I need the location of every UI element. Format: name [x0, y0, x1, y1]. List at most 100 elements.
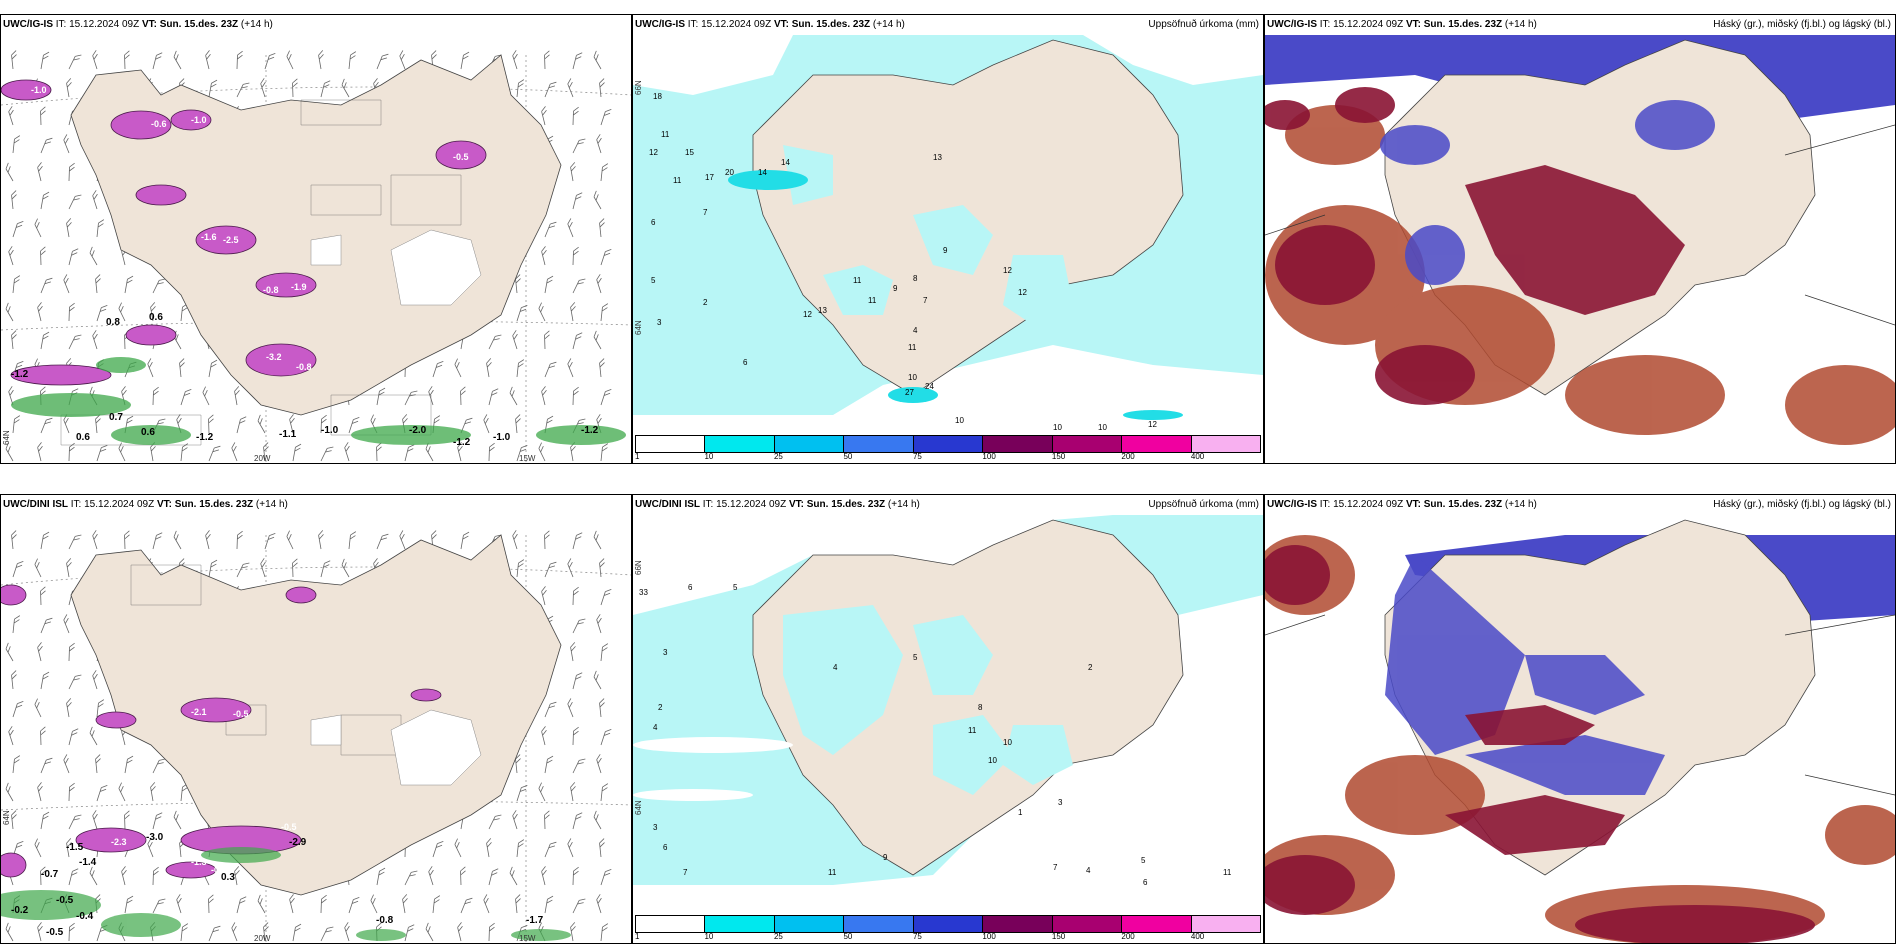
wind-barb-icon [231, 442, 238, 462]
precip-value: 10 [988, 756, 997, 765]
wind-barb-icon [89, 726, 98, 746]
value-label: -1.0 [493, 432, 511, 443]
wind-barb-icon [208, 559, 218, 578]
wind-barb-icon [596, 754, 602, 774]
wind-barb-icon [544, 221, 557, 238]
precip-value: 13 [933, 153, 942, 162]
wind-barb-icon [68, 814, 82, 830]
legend-cell [1052, 916, 1123, 932]
wind-barb-icon [572, 758, 586, 774]
wind-barb-icon [544, 50, 550, 70]
wind-barb-icon [260, 78, 266, 98]
panel-title: Háský (gr.), miðský (fj.bl.) og lágský (… [1713, 499, 1891, 510]
wind-barb-icon [66, 78, 72, 98]
wind-barb-icon [512, 330, 518, 350]
wind-barb-icon [572, 278, 586, 294]
legend-label: 100 [982, 932, 996, 941]
wind-barb-icon [5, 162, 14, 182]
wind-barb-icon [208, 359, 218, 378]
wind-barb-icon [320, 414, 327, 434]
vt-label: VT: [1405, 499, 1421, 510]
wind-barb-icon [572, 586, 579, 606]
wind-barb-icon [599, 698, 605, 718]
map-panel-clouds-igis: UWC/IG-IS IT: 15.12.2024 09Z VT: Sun. 15… [1264, 14, 1896, 464]
wind-barb-icon [40, 137, 53, 154]
wind-barb-icon [152, 278, 166, 294]
wind-barb-icon [593, 670, 602, 690]
wind-barb-icon [599, 218, 605, 238]
wind-barb-icon [92, 810, 98, 830]
wind-barb-icon [89, 866, 98, 886]
legend-cell [983, 916, 1053, 932]
it-value: 15.12.2024 09Z [716, 499, 787, 510]
wind-barb-icon [404, 390, 418, 406]
value-label: -2.5 [223, 235, 239, 245]
wind-barb-icon [92, 530, 98, 550]
lat-label: 64N [634, 800, 643, 815]
precip-value: 12 [1003, 266, 1012, 275]
legend-cell [636, 916, 706, 932]
wind-barb-icon [66, 838, 72, 858]
legend-label: 50 [843, 452, 853, 461]
wind-barb-icon [544, 755, 554, 774]
wind-barb-icon [376, 533, 389, 550]
wind-barb-icon [34, 838, 42, 858]
wind-barb-icon [176, 894, 182, 914]
wind-barb-icon [118, 442, 126, 462]
wind-barb-icon [257, 894, 266, 914]
precip-value: 14 [758, 168, 767, 177]
wind-barb-icon [231, 922, 238, 942]
wind-barb-icon [541, 586, 547, 606]
wind-barb-icon [37, 782, 43, 802]
wind-barb-icon [152, 386, 159, 406]
legend-cell [1122, 436, 1192, 452]
precip-value: 5 [651, 276, 656, 285]
wind-barb-icon [425, 922, 434, 942]
it-label: IT: [1319, 499, 1331, 510]
wind-barb-icon [124, 755, 134, 774]
precip-value: 17 [705, 173, 714, 182]
wind-barb-icon [40, 531, 50, 550]
precip-value: 4 [653, 723, 658, 732]
wind-barb-icon [544, 561, 557, 578]
wind-barb-icon [460, 897, 473, 914]
value-label: -0.8 [376, 915, 394, 926]
legend-label: 10 [704, 452, 714, 461]
wind-barb-icon [40, 726, 46, 746]
wind-barb-icon [593, 530, 602, 550]
precip-value: 2 [703, 298, 708, 307]
wind-barb-icon [538, 302, 546, 322]
lat-label: 64N [2, 430, 11, 445]
wind-barb-icon [341, 558, 350, 578]
lat-label: 64N [2, 810, 11, 825]
wind-barb-icon [263, 922, 269, 942]
wind-barb-icon [404, 870, 418, 886]
wind-barb-icon [208, 894, 214, 914]
offset: (+14 h) [240, 19, 273, 30]
wind-barb-icon [516, 839, 525, 858]
precip-value: 3 [1058, 798, 1063, 807]
wind-barb-icon [121, 866, 127, 886]
precip-value: 6 [663, 843, 668, 852]
map-canvas [1265, 15, 1895, 463]
model-name: UWC/IG-IS [1267, 499, 1317, 510]
legend-label: 75 [912, 452, 922, 461]
wind-barb-icon [152, 812, 163, 830]
precip-value: 15 [685, 148, 694, 157]
legend-cell [636, 436, 706, 452]
wind-barb-icon [572, 672, 583, 690]
value-label: -0.5 [46, 927, 64, 938]
wind-barb-icon [37, 922, 43, 942]
wind-barb-icon [572, 532, 583, 550]
wind-barb-icon [538, 442, 546, 462]
precip-value: 4 [913, 326, 918, 335]
it-label: IT: [687, 19, 699, 30]
wind-barb-icon [516, 559, 525, 578]
wind-barb-icon [68, 534, 82, 550]
wind-barb-icon [544, 701, 557, 718]
precip-value: 6 [688, 583, 693, 592]
precip-value: 27 [905, 388, 914, 397]
wind-barb-icon [202, 386, 210, 406]
wind-barb-icon [234, 386, 240, 406]
precip-value: 9 [943, 246, 948, 255]
